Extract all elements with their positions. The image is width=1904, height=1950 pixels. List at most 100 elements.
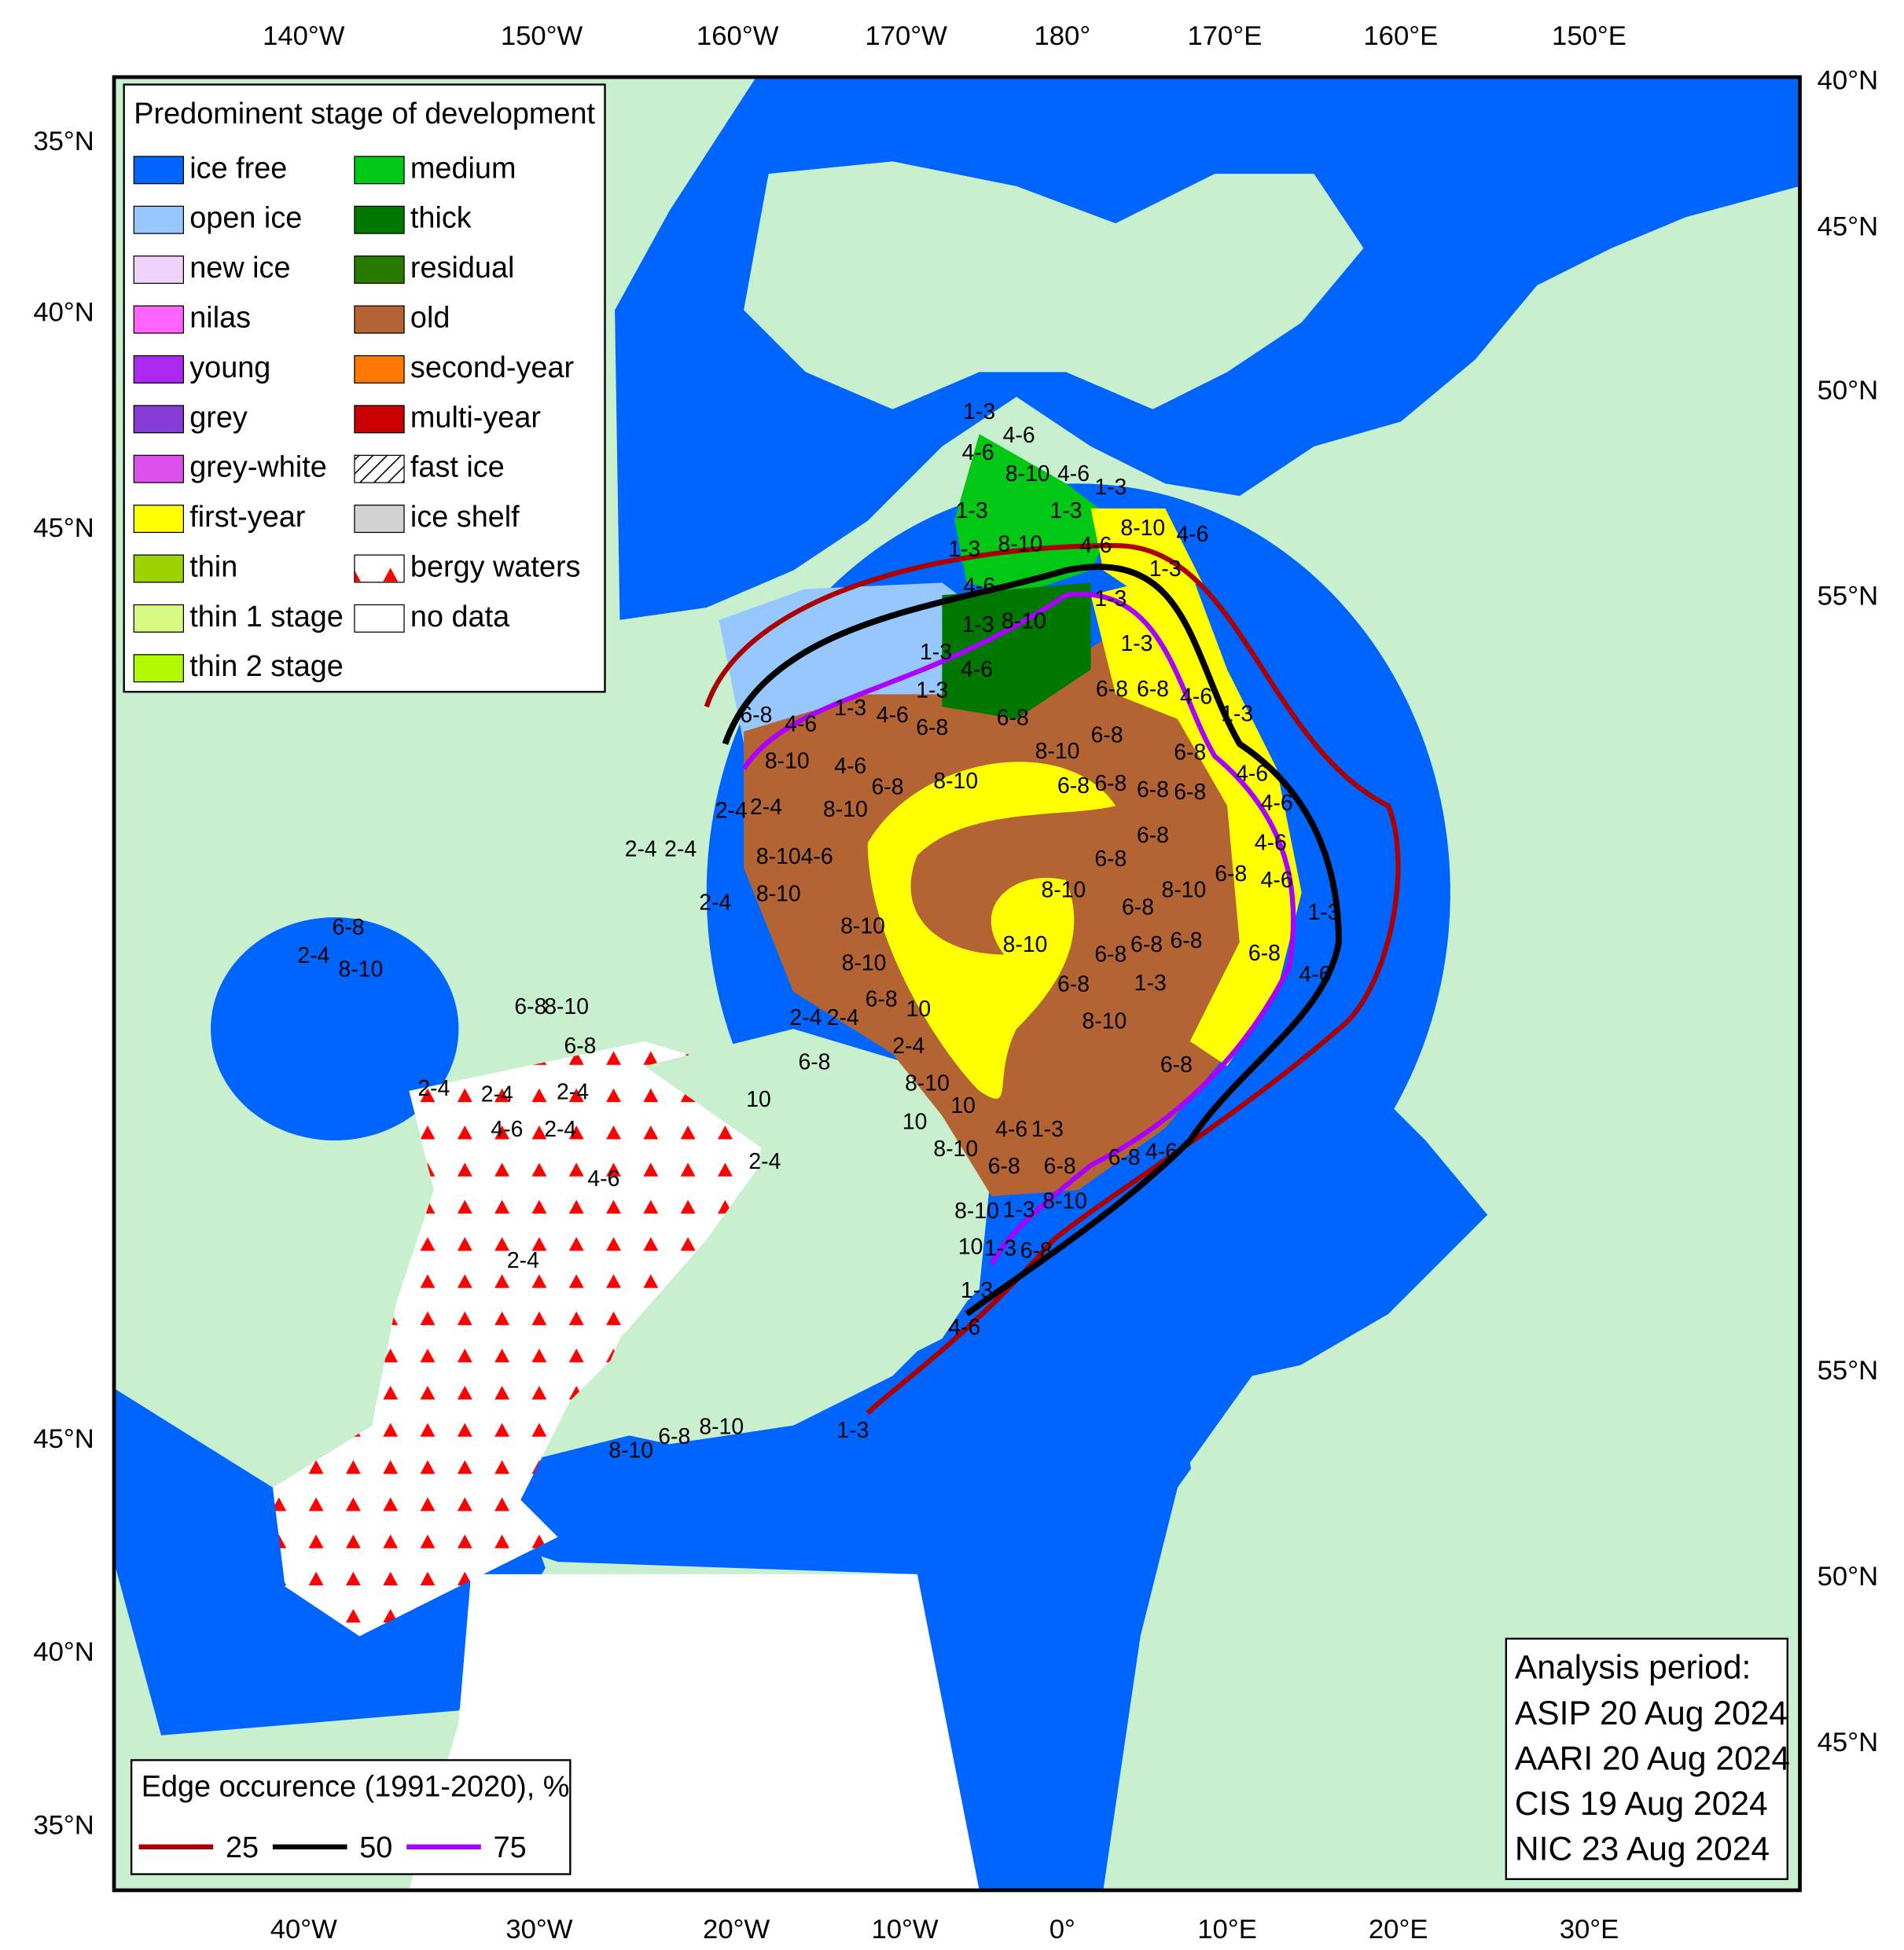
edge-75 <box>741 591 1296 1266</box>
ice-concentration-label: 1-3 <box>920 640 952 665</box>
ice-concentration-label: 2-4 <box>827 1005 859 1030</box>
legend-label: thin <box>189 550 237 583</box>
lon-label: 20°W <box>703 1915 770 1944</box>
ice-concentration-label: 6-8 <box>1137 677 1169 702</box>
ice-concentration-label: 10 <box>902 1109 928 1134</box>
lat-label: 45°N <box>33 1424 94 1454</box>
edge-legend-box <box>130 1759 572 1875</box>
ice-concentration-label: 1-3 <box>984 1236 1016 1261</box>
edge-25 <box>704 542 1401 1416</box>
ice-concentration-label: 6-8 <box>798 1050 830 1075</box>
ice-concentration-label: 2-4 <box>664 837 697 862</box>
legend-label: residual <box>410 252 514 285</box>
legend-label: ice shelf <box>410 501 520 534</box>
lon-label: 10°W <box>871 1915 938 1944</box>
ice-concentration-label: 4-6 <box>785 711 817 736</box>
legend-title: Predominent stage of development <box>134 97 595 130</box>
bergy-waters <box>272 1041 769 1636</box>
ice-concentration-label: 8-10 <box>756 844 801 869</box>
ice-concentration-label: 4-6 <box>1003 423 1035 448</box>
lon-label: 20°E <box>1369 1915 1428 1944</box>
thick-ice <box>942 582 1091 719</box>
ice-concentration-label: 4-6 <box>1261 868 1293 893</box>
greenland <box>583 1029 992 1445</box>
ice-concentration-label: 8-10 <box>544 994 589 1019</box>
legend-swatch <box>354 604 405 633</box>
ice-concentration-label: 6-8 <box>1020 1238 1053 1263</box>
legend-label: ice free <box>189 152 287 185</box>
lon-label: 160°W <box>697 21 779 51</box>
ice-concentration-label: 8-10 <box>840 913 885 938</box>
ice-concentration-label: 2-4 <box>507 1248 539 1273</box>
ice-concentration-label: 8-10 <box>954 1199 999 1224</box>
ice-concentration-label: 6-8 <box>916 715 948 740</box>
analysis-line: CIS 19 Aug 2024 <box>1515 1785 1768 1823</box>
ice-concentration-label: 4-6 <box>587 1166 619 1192</box>
analysis-box: Analysis period: ASIP 20 Aug 2024 AARI 20… <box>1505 1637 1790 1880</box>
ice-concentration-label: 4-6 <box>877 703 909 728</box>
lon-label: 170°W <box>865 21 947 51</box>
scandinavia <box>1189 1351 1550 1810</box>
legend-swatch <box>133 454 185 483</box>
map-body <box>114 77 1800 1890</box>
lon-label: 170°E <box>1187 21 1262 51</box>
lat-label: 35°N <box>33 1811 94 1841</box>
edge-50 <box>722 564 1342 1317</box>
analysis-line: AARI 20 Aug 2024 <box>1515 1739 1790 1777</box>
ice-concentration-label: 8-10 <box>1120 516 1165 541</box>
ice-concentration-label: 4-6 <box>834 754 866 779</box>
ice-concentration-label: 10 <box>906 997 932 1022</box>
ice-concentration-label: 2-4 <box>750 795 782 820</box>
ice-concentration-label: 1-3 <box>956 498 988 523</box>
ice-concentration-label: 4-6 <box>1180 685 1212 710</box>
ice-concentration-label: 8-10 <box>756 881 801 906</box>
ice-concentration-label: 8-10 <box>1161 878 1206 903</box>
legend-label: fast ice <box>410 451 505 484</box>
legend: Predominent stage of development ice fre… <box>123 83 606 693</box>
ice-concentration-label: 1-3 <box>834 696 866 721</box>
ice-concentration-label: 4-6 <box>1079 533 1112 558</box>
ice-concentration-label: 4-6 <box>963 574 995 599</box>
ice-concentration-label: 2-4 <box>481 1082 513 1107</box>
ice-concentration-label: 8-10 <box>823 797 868 822</box>
ice-concentration-label: 8-10 <box>933 1137 978 1162</box>
ice-concentration-label: 10 <box>958 1235 983 1260</box>
ice-concentration-label: 6-8 <box>740 703 772 728</box>
legend-swatch <box>354 405 405 434</box>
legend-swatch <box>354 454 405 483</box>
legend-swatch <box>133 305 185 334</box>
edge-label: 75 <box>494 1831 527 1864</box>
ice-concentration-label: 6-8 <box>1171 928 1203 953</box>
ice-concentration-label: 6-8 <box>997 705 1029 730</box>
open-ice <box>719 582 992 744</box>
ice-concentration-label: 4-6 <box>1299 962 1332 987</box>
lon-label: 150°W <box>501 21 583 51</box>
ice-concentration-label: 6-8 <box>1094 846 1127 872</box>
ice-concentration-label: 4-6 <box>1236 761 1268 786</box>
ice-concentration-label: 6-8 <box>1174 780 1206 805</box>
ice-concentration-label: 2-4 <box>417 1076 450 1101</box>
ice-concentration-label: 6-8 <box>1094 771 1127 796</box>
lon-label: 30°E <box>1560 1915 1619 1944</box>
ice-concentration-label: 2-4 <box>748 1149 781 1174</box>
ice-concentration-label: 8-10 <box>338 957 383 982</box>
legend-label: thin 1 stage <box>189 600 344 633</box>
ice-concentration-label: 2-4 <box>625 837 657 862</box>
ice-concentration-label: 1-3 <box>948 537 980 562</box>
ice-concentration-label: 1-3 <box>963 399 995 424</box>
first-year-east <box>1090 570 1302 1067</box>
analysis-line: NIC 23 Aug 2024 <box>1515 1831 1770 1868</box>
legend-swatch <box>133 156 185 185</box>
lat-label: 35°N <box>33 127 94 156</box>
lon-label: 0° <box>1049 1915 1075 1944</box>
ice-concentration-label: 8-10 <box>905 1071 950 1096</box>
legend-label: thick <box>410 202 472 235</box>
lon-label: 140°W <box>263 21 345 51</box>
ice-concentration-label: 8-10 <box>765 749 810 774</box>
ice-concentration-label: 2-4 <box>892 1034 924 1059</box>
ice-concentration-label: 4-6 <box>1255 831 1287 856</box>
lon-label: 30°W <box>505 1915 572 1944</box>
ice-concentration-label: 1-3 <box>916 678 948 703</box>
lon-label: 180° <box>1034 21 1090 51</box>
